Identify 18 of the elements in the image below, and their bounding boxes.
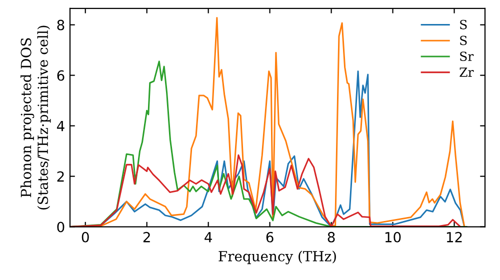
y-tick-label: 4 xyxy=(56,120,64,132)
y-tick-label: 0 xyxy=(57,222,64,232)
x-tick-label: 12 xyxy=(446,232,462,242)
legend-label: S xyxy=(460,36,467,46)
x-tick-label: 10 xyxy=(385,232,401,242)
y-tick-label: 8 xyxy=(57,20,64,30)
legend-label: Zr xyxy=(460,68,474,77)
x-axis-title: Frequency (THz) xyxy=(218,250,336,264)
x-tick-label: 6 xyxy=(266,232,274,242)
legend-label: Sr xyxy=(460,52,474,62)
x-tick-label: 8 xyxy=(328,232,335,242)
x-tick-label: 0 xyxy=(82,232,89,242)
x-tick-label: 4 xyxy=(204,232,212,242)
x-tick-label: 2 xyxy=(143,232,150,242)
legend-label: S xyxy=(460,20,467,30)
y-tick-label: 2 xyxy=(57,171,64,182)
y-axis-title: Phonon projected DOS (States/THz·primitive cell) xyxy=(20,26,51,210)
y-tick-label: 6 xyxy=(57,70,64,81)
